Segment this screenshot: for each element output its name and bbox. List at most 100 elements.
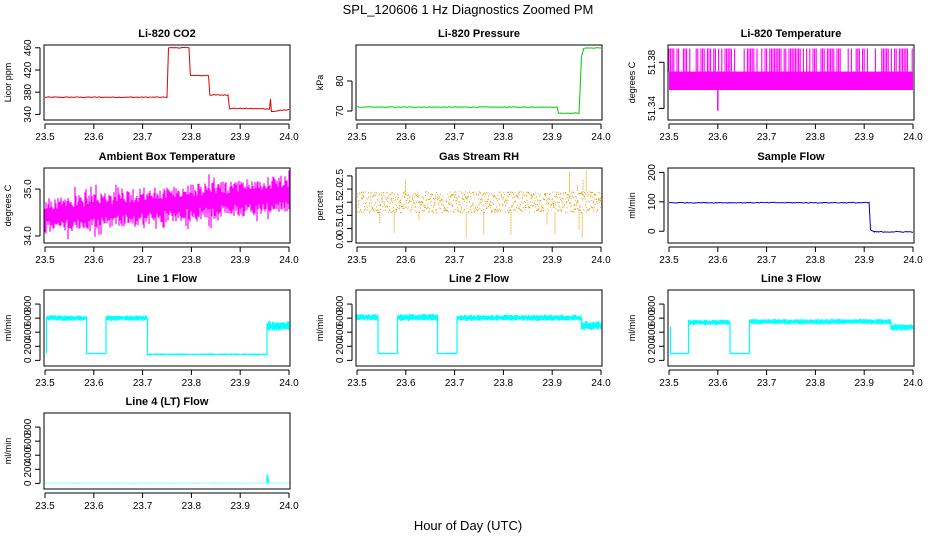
- y-tick-label: 0.5: [335, 221, 346, 235]
- x-tick-label: 23.6: [84, 132, 104, 143]
- x-axis: 23.5 23.6 23.7 23.8 23.9 24.0: [35, 123, 299, 143]
- series-group: [45, 315, 290, 356]
- x-tick-label: 23.8: [494, 378, 514, 389]
- x-tick-label: 23.6: [84, 255, 104, 266]
- panel-ylabel: Licor ppm: [3, 63, 13, 103]
- x-tick-label: 23.9: [230, 378, 250, 389]
- y-tick-label: 340: [23, 106, 34, 123]
- panel-ylabel: ml/min: [315, 315, 325, 342]
- plot-frame: [43, 167, 291, 244]
- y-tick-label: 600: [23, 309, 34, 326]
- y-tick-label: 100: [647, 193, 658, 210]
- plot-frame: [667, 289, 915, 367]
- x-tick-label: 23.7: [133, 255, 153, 266]
- y-tick-label: 400: [647, 323, 658, 340]
- x-tick-label: 23.8: [182, 378, 202, 389]
- x-tick-label: 23.7: [757, 255, 777, 266]
- series-line: [44, 46, 290, 113]
- panel-title: Line 1 Flow: [137, 273, 197, 285]
- x-tick-label: 23.5: [659, 132, 679, 143]
- series-flow: [356, 314, 602, 355]
- y-tick-label: 200: [23, 338, 34, 355]
- x-tick-label: 23.7: [133, 501, 153, 512]
- y-tick-label: 1.0: [335, 208, 346, 222]
- y-tick-label: 200: [335, 338, 346, 355]
- y-tick-label: 51.38: [647, 49, 658, 74]
- y-axis: 340 380 420 460: [23, 39, 41, 123]
- panel-title: Li-820 Pressure: [438, 28, 520, 40]
- y-tick-label: 80: [335, 75, 346, 87]
- y-tick-label: 2.0: [335, 182, 346, 196]
- y-axis: 34.0 35.0: [23, 179, 41, 246]
- x-tick-label: 23.9: [542, 132, 562, 143]
- panel-7: Line 1 Flow ml/min 23.5 23.6 23.7 23.8 23.9 24.…: [3, 273, 299, 389]
- series-group: [44, 473, 290, 484]
- y-tick-label: 35.0: [23, 179, 34, 199]
- series-group: [356, 314, 602, 355]
- x-tick-label: 23.8: [182, 255, 202, 266]
- y-tick-label: 600: [23, 432, 34, 449]
- x-tick-label: 24.0: [279, 132, 299, 143]
- x-tick-label: 23.9: [542, 255, 562, 266]
- y-tick-label: 200: [647, 338, 658, 355]
- panel-ylabel: ml/min: [627, 192, 637, 219]
- x-axis: 23.5 23.6 23.7 23.8 23.9 24.0: [659, 123, 923, 143]
- series-band: [669, 71, 913, 90]
- panel-ylabel: degrees C: [627, 61, 637, 103]
- y-tick-label: 460: [23, 39, 34, 56]
- x-tick-label: 23.9: [854, 132, 874, 143]
- x-tick-label: 23.7: [133, 132, 153, 143]
- x-axis: 23.5 23.6 23.7 23.8 23.9 24.0: [35, 246, 299, 266]
- series-group: [669, 318, 914, 355]
- x-axis: 23.5 23.6 23.7 23.8 23.9 24.0: [659, 246, 923, 266]
- x-tick-label: 23.9: [854, 255, 874, 266]
- x-tick-label: 23.8: [806, 132, 826, 143]
- y-tick-label: 400: [23, 446, 34, 463]
- x-tick-label: 23.9: [230, 255, 250, 266]
- y-tick-label: 420: [23, 61, 34, 78]
- x-axis: 23.5 23.6 23.7 23.8 23.9 24.0: [347, 123, 611, 143]
- x-tick-label: 23.7: [757, 132, 777, 143]
- y-tick-label: 800: [647, 295, 658, 312]
- y-tick-label: 2.5: [335, 169, 346, 183]
- panel-title: Sample Flow: [757, 151, 825, 163]
- plot-frame: [43, 289, 291, 367]
- panel-ylabel: degrees C: [3, 184, 13, 226]
- series-flow: [669, 318, 914, 355]
- y-axis: 51.34 51.38: [647, 49, 665, 121]
- plot-frame: [667, 167, 915, 244]
- y-tick-label: 380: [23, 83, 34, 100]
- y-tick-label: 0: [23, 357, 34, 363]
- series-group: [44, 170, 290, 240]
- x-tick-label: 24.0: [591, 255, 611, 266]
- y-tick-label: 0.0: [335, 234, 346, 248]
- x-tick-label: 23.8: [806, 255, 826, 266]
- x-tick-label: 23.8: [806, 378, 826, 389]
- x-tick-label: 24.0: [903, 132, 923, 143]
- y-tick-label: 800: [23, 418, 34, 435]
- panel-title: Line 2 Flow: [449, 273, 509, 285]
- x-tick-label: 24.0: [279, 255, 299, 266]
- plot-frame: [43, 44, 291, 121]
- x-tick-label: 23.5: [659, 255, 679, 266]
- series-spikes: [668, 48, 913, 72]
- x-axis: 23.5 23.6 23.7 23.8 23.9 24.0: [347, 246, 611, 266]
- x-tick-label: 23.9: [230, 501, 250, 512]
- series-line: [357, 47, 602, 114]
- x-tick-label: 23.5: [35, 255, 55, 266]
- series-group: [668, 201, 913, 234]
- panel-9: Line 3 Flow ml/min 23.5 23.6 23.7 23.8 23.9 24.…: [627, 273, 923, 389]
- plot-frame: [667, 44, 915, 121]
- x-tick-label: 23.5: [347, 378, 367, 389]
- y-tick-label: 200: [647, 164, 658, 181]
- series-flow: [44, 473, 290, 484]
- panel-5: Gas Stream RH percent 23.5 23.6 23.7 23.8 23.9…: [315, 151, 611, 266]
- figure-title: SPL_120606 1 Hz Diagnostics Zoomed PM: [342, 2, 594, 17]
- x-tick-label: 23.6: [84, 501, 104, 512]
- x-tick-label: 23.5: [347, 255, 367, 266]
- x-tick-label: 23.9: [542, 378, 562, 389]
